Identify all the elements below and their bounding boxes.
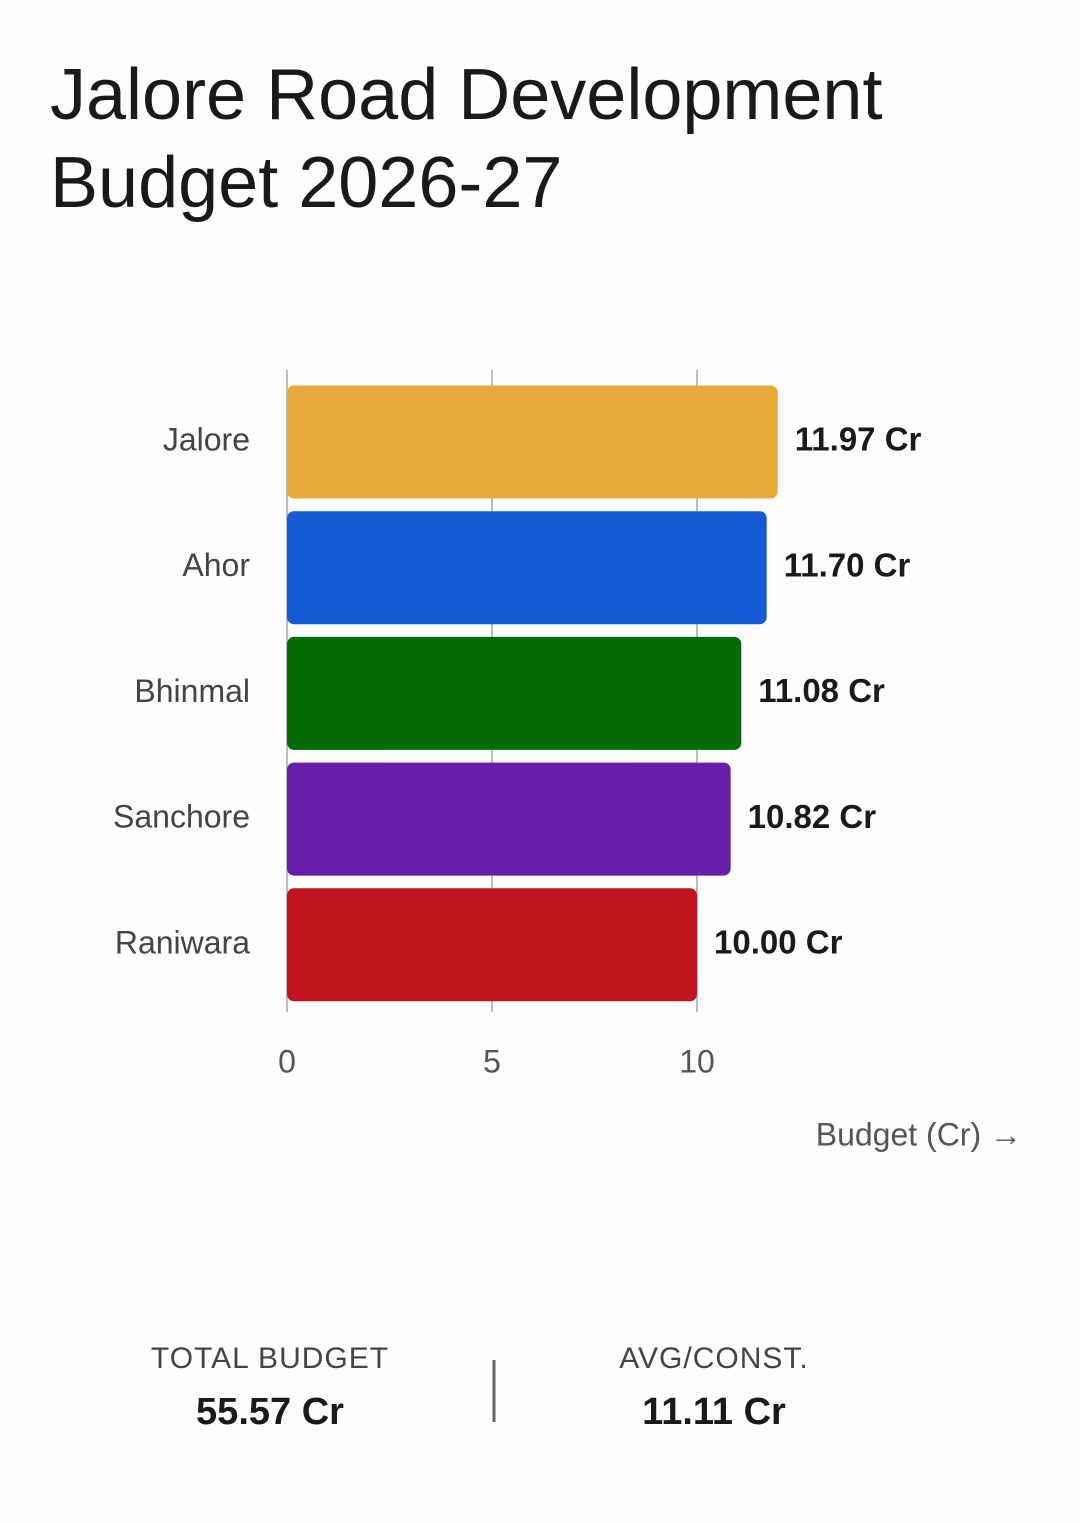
summary-value: 11.11 Cr xyxy=(642,1391,786,1433)
value-label: 11.08 Cr xyxy=(758,672,885,709)
value-label: 11.70 Cr xyxy=(784,546,911,583)
x-tick-label: 0 xyxy=(278,1043,296,1079)
summary-label: AVG/CONST. xyxy=(619,1342,808,1375)
bar xyxy=(287,636,742,750)
summary-value: 55.57 Cr xyxy=(196,1391,344,1433)
category-label: Jalore xyxy=(163,421,250,457)
x-tick-label: 5 xyxy=(483,1043,501,1079)
category-label: Bhinmal xyxy=(134,673,250,709)
x-tick-label: 10 xyxy=(679,1043,715,1079)
category-label: Raniwara xyxy=(115,924,250,960)
bar xyxy=(287,762,731,876)
bar xyxy=(287,385,778,499)
category-label: Ahor xyxy=(182,547,250,583)
bar xyxy=(287,511,767,625)
value-label: 10.00 Cr xyxy=(714,924,843,961)
value-label: 10.82 Cr xyxy=(748,798,877,835)
value-label: 11.97 Cr xyxy=(795,421,922,458)
summary-label: TOTAL BUDGET xyxy=(151,1342,389,1375)
category-label: Sanchore xyxy=(113,799,250,835)
chart-title: Jalore Road Development xyxy=(50,55,882,135)
chart-title: Budget 2026-27 xyxy=(50,143,562,223)
x-axis-label: Budget (Cr) → xyxy=(816,1116,1022,1152)
bar xyxy=(287,888,697,1002)
